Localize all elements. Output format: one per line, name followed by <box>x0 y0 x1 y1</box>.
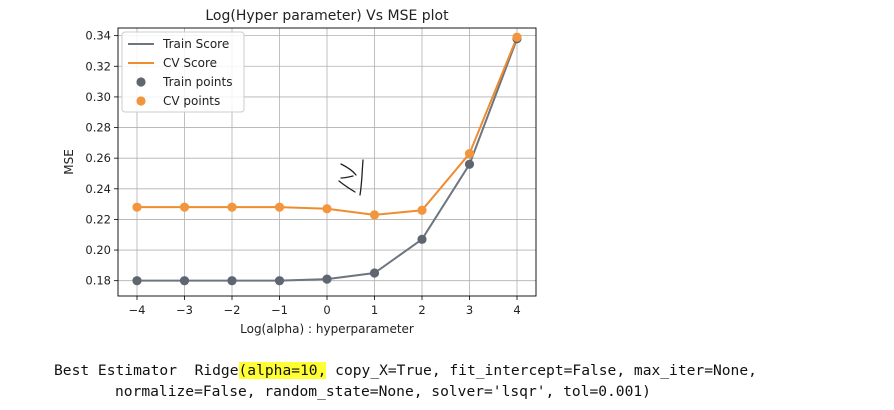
best-estimator-line-2: normalize=False, random_state=None, solv… <box>115 383 651 400</box>
x-tick-label: 0 <box>323 303 330 317</box>
x-tick-label: 4 <box>513 303 520 317</box>
chart-title: Log(Hyper parameter) Vs MSE plot <box>205 8 449 24</box>
legend: Train Score CV Score Train points CV points <box>121 31 245 113</box>
legend-label-train-points: Train points <box>162 75 232 89</box>
best-estimator-line-1: Best Estimator Ridge(alpha=10, copy_X=Tr… <box>54 361 757 381</box>
y-tick-label: 0.30 <box>85 90 111 104</box>
cv-points-marker <box>322 204 332 214</box>
y-tick-label: 0.18 <box>85 274 111 288</box>
train-points-marker <box>227 276 237 286</box>
x-axis-label: Log(alpha) : hyperparameter <box>240 322 414 336</box>
legend-swatch-cv-points <box>136 96 146 106</box>
train-points-marker <box>464 159 475 169</box>
train-points-marker <box>132 276 142 286</box>
cv-points-marker <box>227 202 237 212</box>
ticks: −4 −3 −2 −1 0 1 2 3 4 0.18 0.20 0.22 0.24 0.26 0.28 0.3… <box>85 29 520 317</box>
y-tick-label: 0.28 <box>85 121 111 135</box>
chart: Log(Hyper parameter) Vs MSE plot −4 −3 −2−… <box>62 8 537 336</box>
y-tick-label: 0.26 <box>85 151 111 165</box>
hand-drawn-arrow-annotation <box>338 159 364 196</box>
x-tick-label: 3 <box>466 303 473 317</box>
cv-points-marker <box>512 32 522 42</box>
train-points-marker <box>417 234 427 244</box>
cv-points-marker <box>464 148 475 159</box>
y-tick-label: 0.22 <box>85 212 111 226</box>
x-tick-label: 1 <box>371 303 378 317</box>
legend-label-cv-score: CV Score <box>163 56 217 70</box>
train-points-marker <box>322 274 332 284</box>
x-tick-label: 2 <box>418 303 425 317</box>
cv-points-marker <box>179 202 190 212</box>
series-layer <box>132 32 522 286</box>
x-tick-label: −4 <box>129 303 146 317</box>
train-points-marker <box>179 276 190 286</box>
legend-label-cv-points: CV points <box>163 94 220 108</box>
x-tick-label: −2 <box>224 303 241 317</box>
x-tick-label: −3 <box>176 303 193 317</box>
alpha-highlight: (alpha=10, <box>238 362 327 379</box>
y-axis-label: MSE <box>62 149 76 175</box>
legend-label-train-score: Train Score <box>162 37 229 51</box>
y-tick-label: 0.32 <box>85 59 111 73</box>
y-tick-label: 0.20 <box>85 243 111 257</box>
train-points-marker <box>274 276 285 286</box>
train-points-marker <box>369 268 380 278</box>
cv-points-marker <box>369 210 380 220</box>
y-tick-label: 0.34 <box>85 29 111 43</box>
y-tick-label: 0.24 <box>85 182 111 196</box>
best-estimator-prefix: Best Estimator Ridge <box>54 362 239 379</box>
cv-points-marker <box>132 202 142 212</box>
cv-points-marker <box>274 202 285 212</box>
legend-box <box>121 31 245 113</box>
x-tick-label: −1 <box>271 303 288 317</box>
legend-swatch-train-points <box>136 77 146 87</box>
cv-points-marker <box>417 205 427 215</box>
best-estimator-params: copy_X=True, fit_intercept=False, max_it… <box>326 362 757 379</box>
